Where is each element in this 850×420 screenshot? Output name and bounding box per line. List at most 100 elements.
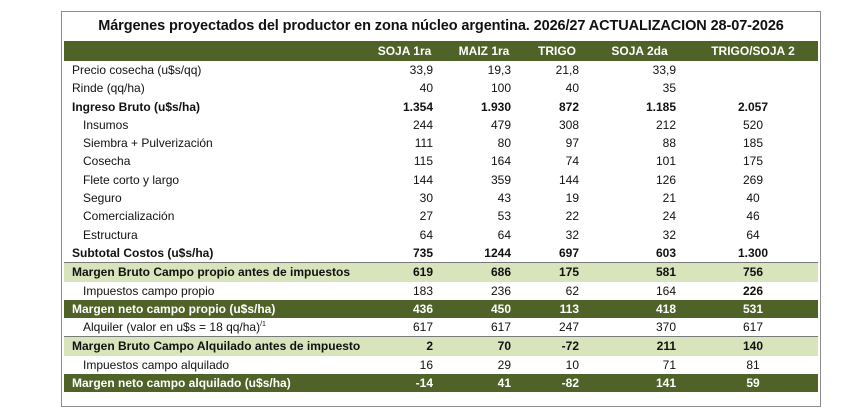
cell: 359 <box>490 172 511 187</box>
cell: 581 <box>591 262 688 282</box>
cell: 27 <box>419 209 433 224</box>
cell: 244 <box>412 117 433 132</box>
row-precio-cosecha: Precio cosecha (u$s/qq) 33,9 19,3 21,8 3… <box>64 61 818 79</box>
cell: -82 <box>523 374 591 393</box>
cell: 183 <box>412 283 433 298</box>
row-cosecha: Cosecha 115 164 74 101 175 <box>64 152 818 170</box>
cell: 40 <box>565 81 579 96</box>
cell: 81 <box>746 357 760 372</box>
col-header-trigo: TRIGO <box>538 44 576 58</box>
cell: 1244 <box>484 245 511 260</box>
row-label: Precio cosecha (u$s/qq) <box>72 63 202 77</box>
row-estructura: Estructura 64 64 32 32 64 <box>64 226 818 244</box>
cell: 59 <box>688 374 818 393</box>
cell: 144 <box>412 172 433 187</box>
cell: 41 <box>445 374 523 393</box>
row-flete: Flete corto y largo 144 359 144 126 269 <box>64 171 818 189</box>
row-label: Seguro <box>83 191 122 206</box>
cell: 29 <box>497 357 511 372</box>
row-impuestos-propio: Impuestos campo propio 183 236 62 164 22… <box>64 282 818 300</box>
cell: 70 <box>445 336 523 356</box>
row-label: Impuestos campo propio <box>83 283 215 298</box>
cell: 74 <box>565 154 579 169</box>
col-header-trigo-soja-2: TRIGO/SOJA 2 <box>711 44 795 58</box>
margins-table-frame: Márgenes proyectados del productor en zo… <box>61 11 821 407</box>
cell: 64 <box>746 227 760 242</box>
header-row: SOJA 1ra MAIZ 1ra TRIGO SOJA 2da TRIGO/S… <box>64 41 818 61</box>
cell: 370 <box>655 320 676 335</box>
cell: 185 <box>742 136 764 151</box>
cell: 21 <box>662 191 676 206</box>
cell: 111 <box>414 136 433 151</box>
row-label: Insumos <box>83 117 129 132</box>
row-insumos: Insumos 244 479 308 212 520 <box>64 116 818 134</box>
cell: 697 <box>558 245 579 260</box>
cell: 126 <box>655 172 676 187</box>
footnote-marker: /1 <box>260 321 266 329</box>
col-header-maiz-1ra: MAIZ 1ra <box>458 44 510 58</box>
cell: 113 <box>523 299 591 319</box>
alquiler-label: Alquiler (valor en u$s = 18 qq/ha) <box>83 320 261 335</box>
cell: 603 <box>655 245 676 260</box>
row-comercializacion: Comercialización 27 53 22 24 46 <box>64 207 818 225</box>
cell: 19,3 <box>487 63 511 77</box>
row-subtotal-costos: Subtotal Costos (u$s/ha) 735 1244 697 60… <box>64 244 818 263</box>
row-label: Margen Bruto Campo propio antes de impue… <box>64 262 364 282</box>
row-label: Margen Bruto Campo Alquilado antes de im… <box>64 336 364 356</box>
row-margen-bruto-propio: Margen Bruto Campo propio antes de impue… <box>64 262 818 282</box>
cell: 100 <box>490 81 511 96</box>
cell: 226 <box>742 283 764 298</box>
row-label: Flete corto y largo <box>83 172 180 187</box>
cell: 164 <box>655 283 676 298</box>
cell: 2.057 <box>737 99 769 114</box>
header-blank <box>64 41 364 61</box>
cell: 33,9 <box>652 63 676 77</box>
col-header-soja-2da: SOJA 2da <box>611 44 668 58</box>
cell: 30 <box>419 191 433 206</box>
cell: 619 <box>364 262 445 282</box>
cell: 617 <box>490 320 511 335</box>
cell: 450 <box>445 299 523 319</box>
cell: 617 <box>742 320 764 335</box>
cell: 520 <box>742 117 764 132</box>
row-alquiler: Alquiler (valor en u$s = 18 qq/ha)/1 617… <box>64 318 818 337</box>
cell: 71 <box>662 357 676 372</box>
cell: 2 <box>364 336 445 356</box>
cell: 247 <box>558 320 579 335</box>
row-label: Margen neto campo alquilado (u$s/ha) <box>64 374 364 393</box>
cell: 175 <box>742 154 764 169</box>
cell: 10 <box>565 357 579 372</box>
cell: 436 <box>364 299 445 319</box>
cell: -14 <box>364 374 445 393</box>
row-seguro: Seguro 30 43 19 21 40 <box>64 189 818 207</box>
cell: 140 <box>688 336 818 356</box>
cell: 101 <box>655 154 676 169</box>
row-rinde: Rinde (qq/ha) 40 100 40 35 <box>64 79 818 97</box>
cell: 418 <box>591 299 688 319</box>
row-label: Cosecha <box>83 154 131 169</box>
row-label: Ingreso Bruto (u$s/ha) <box>72 99 201 114</box>
row-margen-neto-alquilado: Margen neto campo alquilado (u$s/ha) -14… <box>64 374 818 393</box>
row-margen-bruto-alquilado: Margen Bruto Campo Alquilado antes de im… <box>64 336 818 356</box>
cell: 479 <box>490 117 511 132</box>
cell: 80 <box>497 136 511 151</box>
cell: 22 <box>565 209 579 224</box>
cell: 46 <box>746 209 760 224</box>
margins-table: SOJA 1ra MAIZ 1ra TRIGO SOJA 2da TRIGO/S… <box>64 41 818 393</box>
cell: 617 <box>412 320 433 335</box>
cell: 144 <box>558 172 579 187</box>
cell: 531 <box>688 299 818 319</box>
cell: 735 <box>412 245 433 260</box>
cell: 43 <box>497 191 511 206</box>
cell: 212 <box>655 117 676 132</box>
cell: 53 <box>497 209 511 224</box>
cell: 64 <box>497 227 511 242</box>
cell: 1.354 <box>402 99 433 114</box>
row-label: Margen neto campo propio (u$s/ha) <box>64 299 364 319</box>
row-impuestos-alquilado: Impuestos campo alquilado 16 29 10 71 81 <box>64 356 818 374</box>
row-label: Impuestos campo alquilado <box>83 357 230 372</box>
cell: 16 <box>419 357 433 372</box>
cell: 1.930 <box>480 99 511 114</box>
cell: 308 <box>558 117 579 132</box>
cell: 141 <box>591 374 688 393</box>
